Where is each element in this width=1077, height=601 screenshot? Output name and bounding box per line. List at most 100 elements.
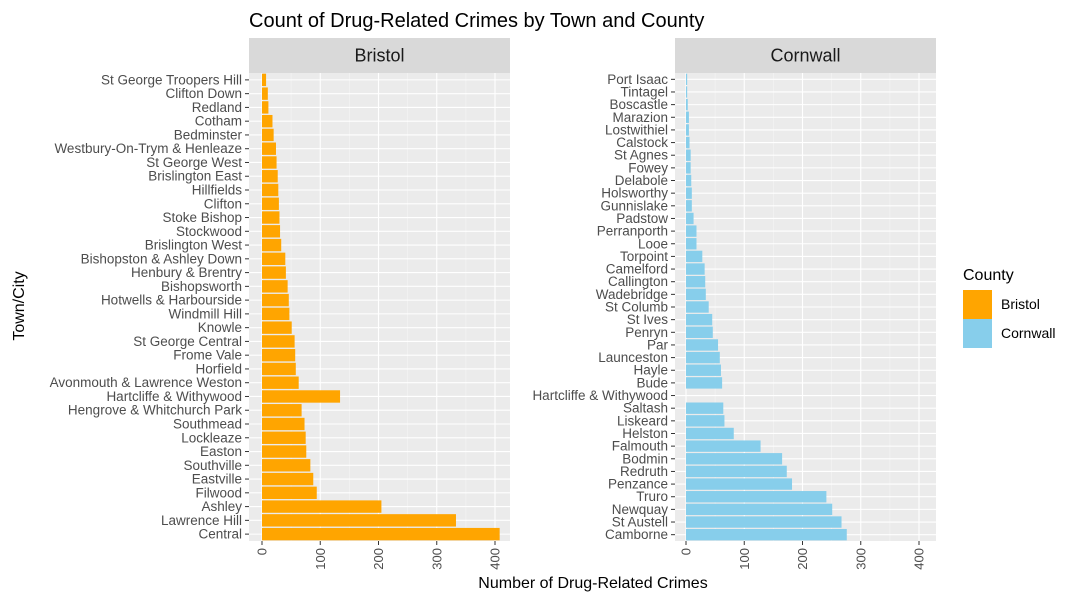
category-label: Lostwithiel <box>605 122 668 137</box>
bar <box>262 335 295 348</box>
category-label: Bishopston & Ashley Down <box>81 251 242 266</box>
bar <box>686 301 709 313</box>
category-label: Par <box>647 337 669 352</box>
bar <box>686 174 692 187</box>
category-label: Henbury & Brentry <box>131 265 242 280</box>
bar <box>686 453 783 465</box>
bar <box>262 472 314 486</box>
category-label: Launceston <box>598 350 668 365</box>
category-label: Ashley <box>201 499 242 514</box>
category-label: Gunnislake <box>600 198 668 213</box>
bar <box>262 390 341 403</box>
category-label: Bude <box>636 375 668 390</box>
bar <box>262 445 307 458</box>
category-label: Clifton Down <box>165 86 242 101</box>
bar <box>262 376 299 389</box>
category-label: Torpoint <box>620 249 668 264</box>
bar <box>262 114 273 128</box>
category-label: Bedminster <box>174 127 243 142</box>
category-label: Bodmin <box>622 451 668 466</box>
bar <box>262 101 269 114</box>
category-label: Marazion <box>612 110 668 125</box>
x-tick-label: 300 <box>853 548 868 570</box>
category-label: Hartcliffe & Withywood <box>106 389 242 404</box>
category-label: Perranporth <box>597 224 668 239</box>
category-label: Clifton <box>204 196 242 211</box>
category-label: Westbury-On-Trym & Henleaze <box>54 141 242 156</box>
bar <box>262 280 288 293</box>
x-tick-label: 400 <box>912 548 927 570</box>
category-label: Delabole <box>615 173 668 188</box>
category-label: Hillfields <box>192 183 243 198</box>
facet-panels: Bristol 0 100 200 300 400 St George Troopers H… <box>50 38 936 570</box>
category-label: St Columb <box>605 300 668 315</box>
x-tick-label: 400 <box>488 548 503 570</box>
bar <box>686 111 689 123</box>
category-label: Lockleaze <box>181 430 242 445</box>
category-label: Looe <box>638 236 668 251</box>
category-label: Redruth <box>620 464 668 479</box>
bar <box>686 98 688 111</box>
category-label: Stoke Bishop <box>162 210 242 225</box>
bar <box>686 212 694 225</box>
x-tick-label: 100 <box>313 548 328 570</box>
category-label: Callington <box>608 274 668 289</box>
facet-panel-0: Bristol 0 100 200 300 400 St George Troopers H… <box>50 38 510 570</box>
x-axis-title: Number of Drug-Related Crimes <box>478 575 707 592</box>
category-label: Newquay <box>612 502 669 517</box>
category-label: Tintagel <box>620 84 668 99</box>
category-label: Padstow <box>616 211 668 226</box>
bar <box>262 142 276 155</box>
legend: County Bristol Cornwall <box>963 267 1055 348</box>
category-label: Bishopsworth <box>161 279 242 294</box>
bar <box>686 276 706 288</box>
bar <box>262 170 278 183</box>
bar <box>262 307 290 321</box>
bar <box>262 293 289 307</box>
bar <box>262 500 382 513</box>
category-label: Calstock <box>616 135 668 150</box>
category-label: Hotwells & Harbourside <box>101 293 242 308</box>
bar <box>262 211 280 224</box>
bar <box>262 183 279 197</box>
category-label: Saltash <box>623 401 668 416</box>
category-label: Wadebridge <box>596 287 668 302</box>
bar <box>686 364 721 376</box>
bar <box>686 339 719 351</box>
bar <box>262 252 286 266</box>
category-label: St Ives <box>627 312 669 327</box>
category-label: Windmill Hill <box>169 306 243 321</box>
category-label: Hayle <box>633 363 668 378</box>
bar <box>686 250 703 263</box>
bar <box>262 362 296 376</box>
bar <box>262 417 305 431</box>
bar <box>686 415 725 427</box>
bar <box>686 225 697 237</box>
bar <box>686 124 689 136</box>
bar <box>262 156 277 169</box>
bar <box>686 187 692 199</box>
category-label: Penryn <box>625 325 668 340</box>
category-label: Helston <box>622 426 668 441</box>
category-label: Liskeard <box>617 413 668 428</box>
category-label: Horfield <box>195 361 242 376</box>
legend-key <box>963 319 992 348</box>
category-label: Hengrove & Whitchurch Park <box>68 403 242 418</box>
bar <box>262 527 500 541</box>
category-label: Stockwood <box>176 224 242 239</box>
category-label: Filwood <box>195 485 242 500</box>
x-tick-label: 0 <box>255 548 270 555</box>
category-label: Holsworthy <box>601 186 668 201</box>
category-label: Easton <box>200 444 242 459</box>
facet-strip-label: Bristol <box>354 46 404 66</box>
category-label: St Agnes <box>614 148 668 163</box>
bar <box>686 326 713 338</box>
bar <box>686 503 833 516</box>
bar <box>686 149 691 161</box>
bar <box>262 238 282 252</box>
category-label: Eastville <box>192 472 242 487</box>
category-label: Frome Vale <box>173 348 242 363</box>
category-label: Lawrence Hill <box>161 513 242 528</box>
bar <box>686 238 697 250</box>
